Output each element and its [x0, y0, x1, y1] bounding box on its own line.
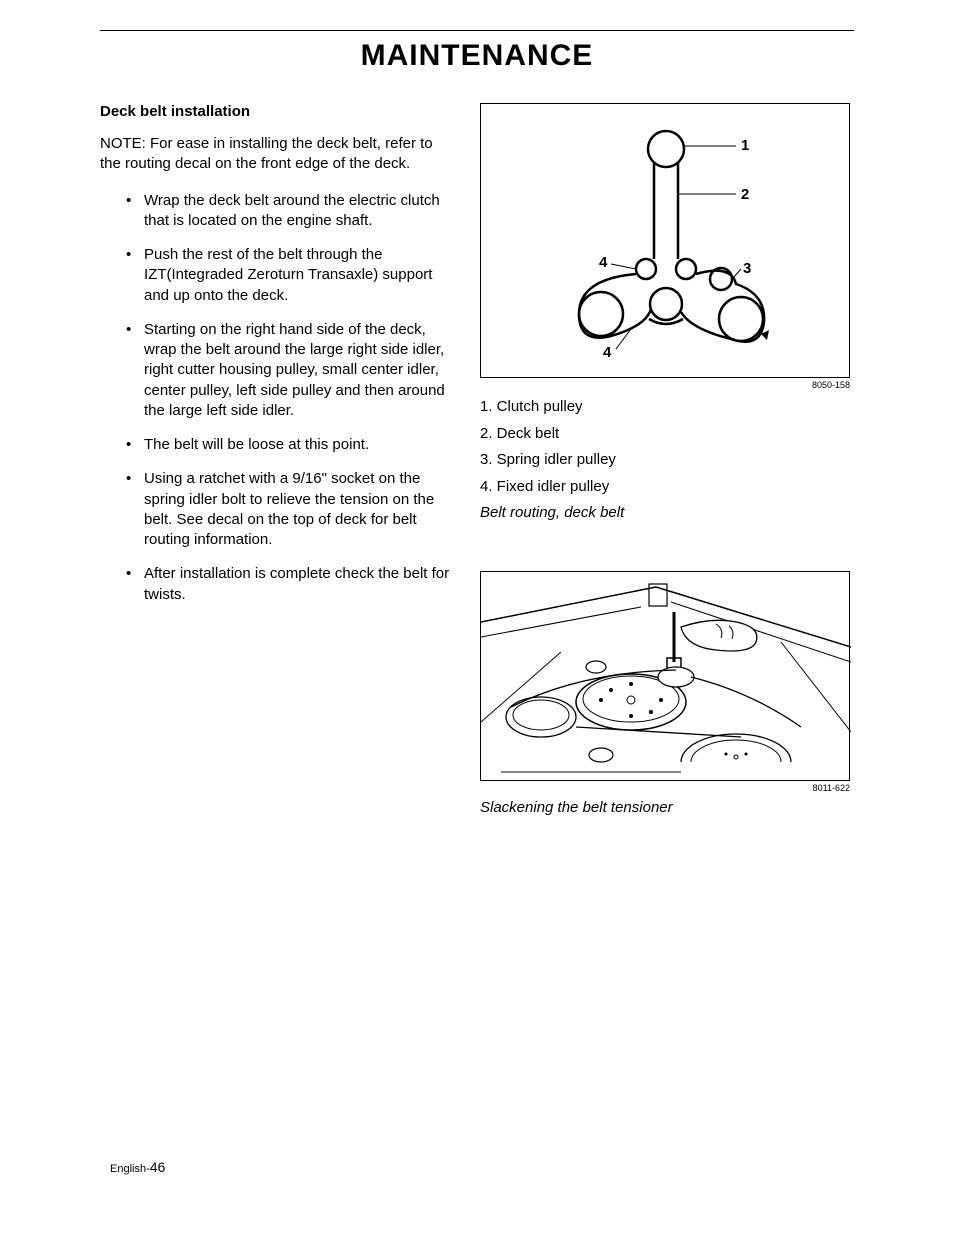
- figure-tensioner: [480, 571, 850, 781]
- top-rule: [100, 30, 854, 31]
- figure-2-caption: Slackening the belt tensioner: [480, 799, 850, 816]
- callout-4a: 4: [599, 254, 607, 271]
- two-column-layout: Deck belt installation NOTE: For ease in…: [100, 103, 854, 816]
- footer-page-number: 46: [150, 1159, 166, 1175]
- callout-3: 3: [743, 260, 751, 277]
- legend-item: 1. Clutch pulley: [480, 396, 850, 419]
- footer-lang: English-: [110, 1163, 150, 1175]
- list-item: Starting on the right hand side of the d…: [126, 320, 450, 421]
- callout-4b: 4: [603, 344, 611, 361]
- list-item: Using a ratchet with a 9/16" socket on t…: [126, 469, 450, 550]
- page-footer: English-46: [110, 1159, 165, 1175]
- bullet-list: Wrap the deck belt around the electric c…: [100, 191, 450, 605]
- figure-id-1: 8050-158: [480, 380, 850, 390]
- figure-belt-routing: 1 2 3 4 4: [480, 103, 850, 378]
- list-item: Push the rest of the belt through the IZ…: [126, 245, 450, 306]
- legend-list: 1. Clutch pulley 2. Deck belt 3. Spring …: [480, 396, 850, 498]
- note-paragraph: NOTE: For ease in installing the deck be…: [100, 134, 450, 175]
- legend-item: 4. Fixed idler pulley: [480, 476, 850, 499]
- right-column: 1 2 3 4 4 8050-158 1. Clutch pulley 2. D…: [480, 103, 850, 816]
- list-item: Wrap the deck belt around the electric c…: [126, 191, 450, 232]
- list-item: The belt will be loose at this point.: [126, 435, 450, 455]
- figure-1-caption: Belt routing, deck belt: [480, 504, 850, 521]
- page-title: MAINTENANCE: [100, 39, 854, 73]
- page-container: MAINTENANCE Deck belt installation NOTE:…: [0, 0, 954, 856]
- belt-routing-diagram: [481, 104, 851, 379]
- callout-1: 1: [741, 137, 749, 154]
- list-item: After installation is complete check the…: [126, 564, 450, 605]
- figure-id-2: 8011-622: [480, 783, 850, 793]
- legend-item: 3. Spring idler pulley: [480, 449, 850, 472]
- section-heading: Deck belt installation: [100, 103, 450, 120]
- tensioner-diagram: [481, 572, 851, 782]
- legend-item: 2. Deck belt: [480, 423, 850, 446]
- left-column: Deck belt installation NOTE: For ease in…: [100, 103, 450, 816]
- callout-2: 2: [741, 186, 749, 203]
